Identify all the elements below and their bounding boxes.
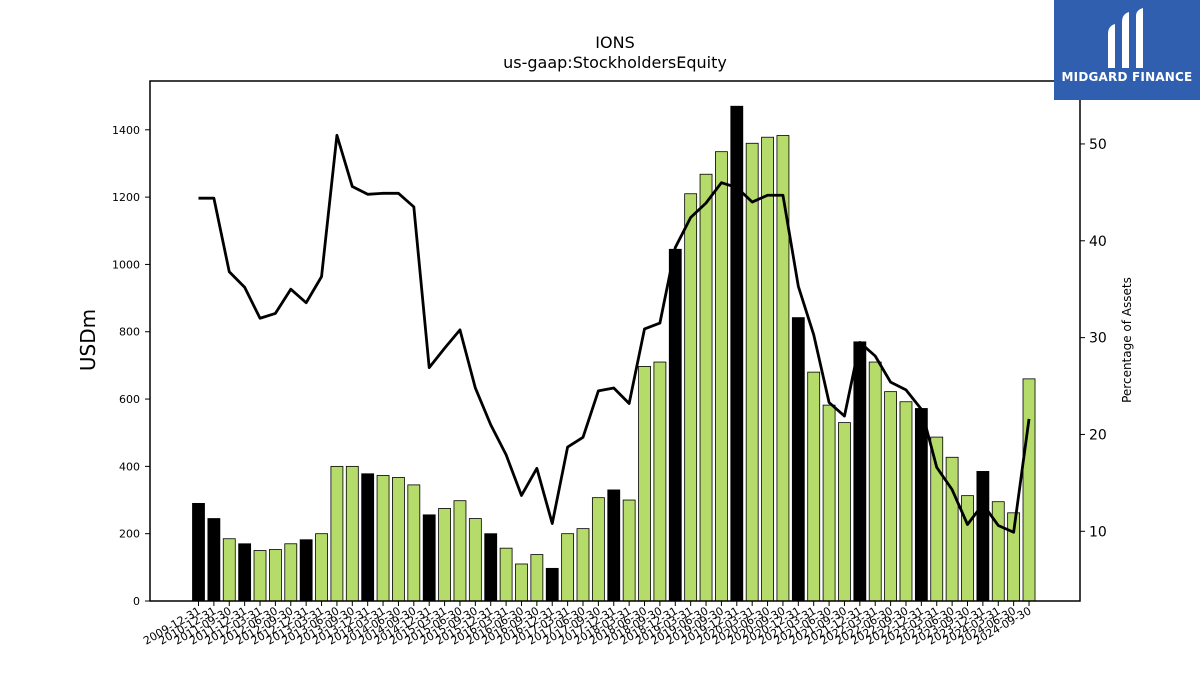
bar-2014-06-30 — [392, 477, 405, 602]
bar-2021-03-31 — [807, 371, 821, 602]
y-tick-label-200: 200 — [119, 528, 140, 541]
y-tick-label-800: 800 — [119, 326, 140, 339]
bar-2019-09-30 — [715, 151, 728, 602]
bar-2013-03-31 — [315, 533, 328, 602]
bar-2017-12-31 — [607, 489, 621, 602]
bar-2023-12-31 — [976, 471, 990, 602]
bar-2015-06-30 — [453, 500, 467, 602]
bar-2012-12-31 — [299, 539, 313, 602]
bar-2017-09-30 — [591, 497, 605, 602]
bar-2016-03-31 — [499, 547, 513, 602]
bar-2018-12-31 — [668, 248, 682, 602]
bar-2019-12-31 — [730, 105, 744, 602]
y2-tick-label-50: 50 — [1089, 137, 1107, 153]
y2-tick-label-30: 30 — [1089, 331, 1107, 347]
bar-2016-12-31 — [545, 567, 559, 602]
y-tick-label-1400: 1400 — [112, 124, 140, 137]
y-axis-label: USDm — [76, 309, 100, 371]
bar-2012-03-31 — [253, 550, 267, 602]
y-tick-label-600: 600 — [119, 393, 140, 406]
logo-text: MIDGARD FINANCE — [1061, 70, 1193, 84]
midgard-finance-logo: MIDGARD FINANCE — [1054, 0, 1200, 100]
bar-2017-03-31 — [561, 533, 575, 602]
bar-2022-12-31 — [914, 408, 928, 602]
y2-tick-label-40: 40 — [1089, 234, 1107, 250]
bar-2018-09-30 — [653, 361, 667, 602]
bar-2012-06-30 — [268, 549, 282, 602]
bar-2018-06-30 — [638, 366, 651, 602]
y-tick-label-400: 400 — [119, 460, 140, 473]
bar-2012-09-30 — [284, 543, 298, 602]
bar-2017-06-30 — [576, 528, 590, 602]
bar-2015-03-31 — [438, 508, 451, 602]
chart-subtitle: us-gaap:StockholdersEquity — [503, 53, 727, 72]
plot-frame — [149, 80, 1081, 602]
bar-2013-09-30 — [345, 465, 359, 602]
axes-layer: 020040060080010001200140010203040502009-… — [112, 80, 1107, 648]
bar-2019-03-31 — [684, 193, 698, 602]
y-tick-label-0: 0 — [133, 595, 140, 608]
bar-2023-06-30 — [945, 456, 959, 602]
bar-2014-03-31 — [376, 475, 390, 602]
bar-2015-12-31 — [484, 533, 498, 602]
bar-2021-09-30 — [838, 422, 851, 602]
midgard-m-logo-icon — [1108, 8, 1143, 68]
bar-2016-06-30 — [515, 563, 528, 602]
bar-2020-03-31 — [745, 142, 759, 602]
bar-2013-12-31 — [361, 473, 375, 602]
bar-2015-09-30 — [468, 518, 482, 602]
bar-2023-09-30 — [961, 495, 974, 602]
bar-2023-03-31 — [930, 436, 944, 602]
bar-2021-06-30 — [822, 404, 836, 602]
y2-tick-label-10: 10 — [1089, 524, 1107, 540]
bar-2020-06-30 — [761, 136, 774, 602]
bar-2024-09-30 — [1022, 378, 1036, 602]
bar-2022-09-30 — [899, 401, 913, 602]
line-layer — [198, 133, 1031, 534]
bar-2009-12-31 — [192, 502, 205, 602]
bar-2022-06-30 — [884, 391, 897, 602]
bar-2011-12-31 — [238, 543, 252, 602]
chart-title: IONS — [595, 33, 634, 52]
bar-2014-09-30 — [407, 484, 421, 602]
bar-2024-03-31 — [991, 501, 1005, 602]
bar-2011-09-30 — [222, 538, 236, 602]
bar-2016-09-30 — [530, 554, 544, 602]
bar-2022-03-31 — [868, 361, 882, 602]
bar-2010-12-31 — [207, 518, 221, 602]
y-tick-label-1000: 1000 — [112, 258, 140, 271]
bar-2014-12-31 — [422, 514, 436, 602]
y-tick-label-1200: 1200 — [112, 191, 140, 204]
percentage-of-assets-line — [198, 133, 1031, 534]
bar-2019-06-30 — [699, 173, 713, 602]
bar-2021-12-31 — [853, 341, 867, 602]
bar-2020-09-30 — [776, 135, 790, 602]
y2-tick-label-20: 20 — [1089, 427, 1107, 443]
bar-2018-03-31 — [622, 499, 636, 602]
bars-layer — [192, 105, 1036, 602]
bar-2020-12-31 — [791, 317, 805, 602]
bar-2013-06-30 — [330, 465, 344, 602]
y2-axis-label: Percentage of Assets — [1120, 277, 1134, 403]
